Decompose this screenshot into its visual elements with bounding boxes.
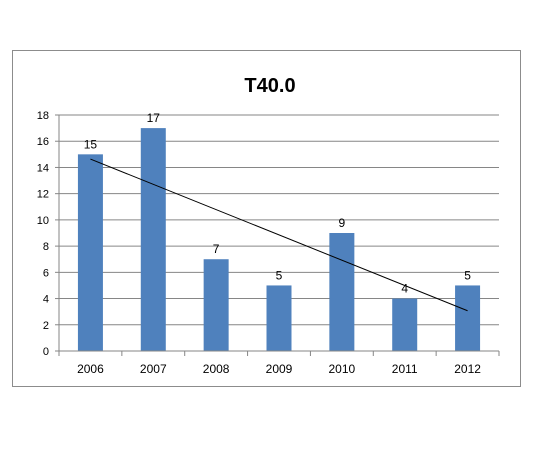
y-tick-label: 0: [43, 346, 49, 358]
data-label-2011: 4: [401, 282, 408, 296]
bar-2008: [203, 259, 229, 351]
trendline: [90, 158, 468, 312]
x-tick-label-2012: 2012: [454, 362, 481, 376]
bar-2007: [140, 128, 166, 351]
data-label-2010: 9: [339, 216, 346, 230]
y-tick-label: 18: [37, 110, 49, 122]
bars: [77, 128, 481, 351]
bar-2006: [77, 154, 103, 351]
x-tick-label-2011: 2011: [392, 362, 418, 376]
x-tick-label-2006: 2006: [77, 362, 104, 376]
bar-2011: [392, 298, 418, 351]
data-label-2009: 5: [276, 268, 283, 282]
y-tick-label: 16: [37, 136, 49, 148]
data-label-2007: 17: [147, 111, 161, 125]
axes: 0 2 4 6 8 10 12 14 16 18 2006 2007 2008 2009 2010 2011 2…: [37, 110, 500, 376]
data-label-2012: 5: [464, 268, 471, 282]
y-tick-label: 10: [37, 215, 49, 227]
y-tick-label: 14: [37, 162, 49, 174]
bar-2009: [266, 285, 292, 351]
data-label-2008: 7: [213, 242, 220, 256]
y-tick-label: 8: [43, 241, 49, 253]
grid-lines: [59, 114, 499, 326]
x-tick-label-2010: 2010: [329, 362, 356, 376]
data-label-2006: 15: [84, 137, 98, 151]
x-tick-label-2007: 2007: [140, 362, 167, 376]
y-tick-label: 12: [37, 189, 49, 201]
bar-2012: [455, 285, 481, 351]
y-tick-label: 2: [43, 320, 49, 332]
y-tick-label: 6: [43, 267, 49, 279]
x-tick-label-2009: 2009: [266, 362, 293, 376]
chart-title: T40.0: [244, 75, 295, 97]
y-tick-label: 4: [43, 294, 49, 306]
trendline-line: [90, 158, 468, 312]
data-labels: 15 17 7 5 9 4 5: [84, 111, 471, 295]
bar-2010: [329, 233, 355, 351]
x-tick-label-2008: 2008: [203, 362, 230, 376]
